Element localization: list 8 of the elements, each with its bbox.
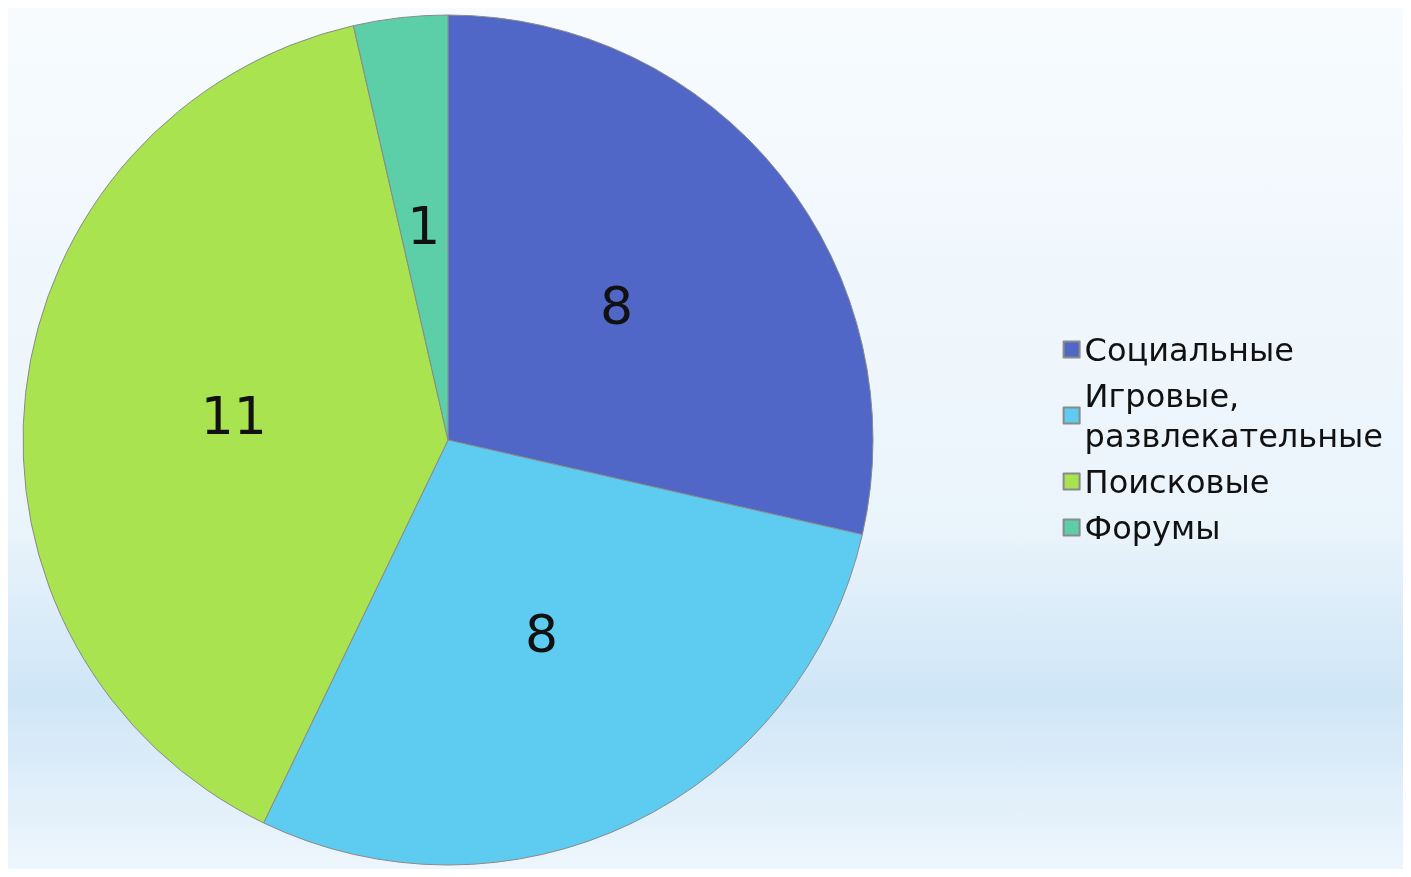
data-label: 11 <box>200 385 267 446</box>
legend-label: Игровые, развлекательные <box>1084 376 1383 455</box>
data-label: 1 <box>407 195 441 256</box>
legend-label: Форумы <box>1084 508 1221 547</box>
legend-label: Поисковые <box>1084 462 1270 501</box>
data-label: 8 <box>524 604 559 665</box>
legend-label: Социальные <box>1084 330 1294 369</box>
data-label: 8 <box>599 275 634 336</box>
